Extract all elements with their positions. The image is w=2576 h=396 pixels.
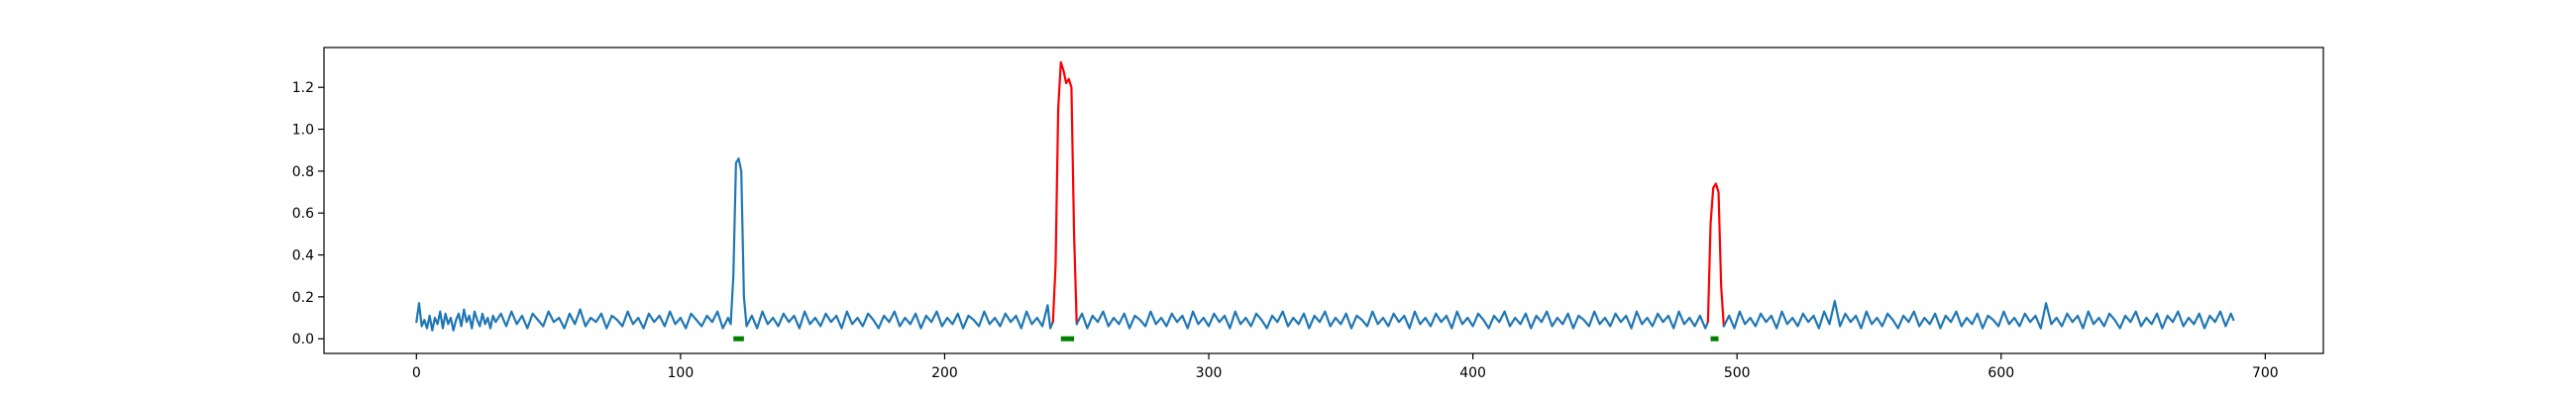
y-tick-label-2: 0.4 — [292, 248, 314, 264]
y-tick-label-6: 1.2 — [292, 80, 314, 96]
x-axis: 0 100 200 300 400 500 600 700 — [412, 353, 2279, 381]
series-line-2 — [1051, 60, 1078, 326]
x-tick-label-500: 500 — [1724, 365, 1751, 381]
x-tick-label-600: 600 — [1987, 365, 2014, 381]
y-tick-label-1: 0.2 — [292, 290, 314, 306]
y-tick-label-3: 0.6 — [292, 206, 314, 222]
series-line-3 — [1075, 310, 1709, 330]
y-tick-label-5: 1.0 — [292, 123, 314, 139]
x-tick-label-0: 0 — [412, 365, 421, 381]
x-tick-label-200: 200 — [931, 365, 958, 381]
series-line-4 — [1706, 182, 1725, 328]
x-tick-label-700: 700 — [2252, 365, 2279, 381]
series-line-1 — [415, 157, 1054, 332]
y-tick-label-0: 0.0 — [292, 332, 314, 347]
x-tick-label-300: 300 — [1196, 365, 1223, 381]
series-layer — [415, 60, 2235, 332]
x-tick-label-100: 100 — [668, 365, 695, 381]
x-tick-label-400: 400 — [1459, 365, 1486, 381]
y-tick-label-4: 0.8 — [292, 164, 314, 180]
series-line-5 — [1722, 299, 2235, 330]
plot-frame — [323, 47, 2324, 354]
y-axis: 0.0 0.2 0.4 0.6 0.8 1.0 1.2 — [292, 80, 324, 347]
